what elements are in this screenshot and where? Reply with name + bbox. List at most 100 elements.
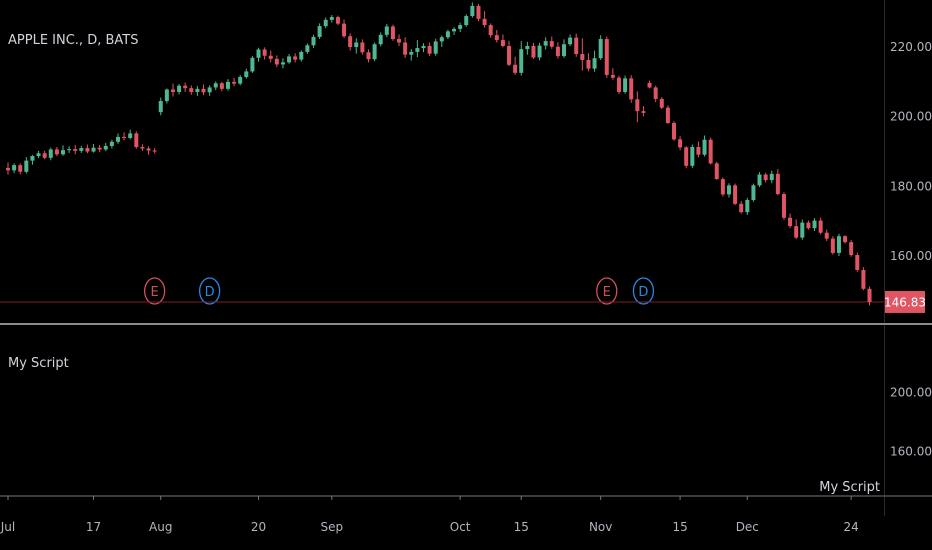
candle bbox=[439, 35, 444, 48]
candle-body bbox=[470, 5, 475, 17]
candle bbox=[543, 37, 548, 50]
candle bbox=[445, 29, 450, 40]
candle-body bbox=[12, 165, 17, 171]
candle-body bbox=[268, 55, 273, 59]
candle bbox=[329, 14, 334, 23]
candle bbox=[751, 183, 756, 202]
candle-body bbox=[763, 174, 768, 181]
candle-body bbox=[427, 45, 432, 54]
candle bbox=[415, 40, 420, 58]
candle-body bbox=[177, 85, 182, 92]
candle-body bbox=[67, 149, 72, 151]
candle bbox=[629, 75, 634, 103]
candle bbox=[311, 34, 316, 48]
indicator-title[interactable]: My Script bbox=[8, 356, 69, 371]
candle-body bbox=[818, 220, 823, 233]
candle bbox=[250, 56, 255, 73]
candle-body bbox=[170, 89, 175, 92]
candle-body bbox=[507, 45, 512, 65]
candle-body bbox=[238, 76, 243, 84]
candle bbox=[537, 42, 542, 61]
last-price-badge-bg bbox=[885, 290, 925, 313]
price-tick-label: 200.00 bbox=[890, 110, 932, 124]
candle-body bbox=[824, 232, 829, 239]
dividend-marker[interactable]: D bbox=[632, 277, 655, 305]
candle bbox=[836, 233, 841, 257]
candle bbox=[366, 49, 371, 63]
candle-body bbox=[360, 42, 365, 53]
candle-body bbox=[671, 122, 676, 140]
candle bbox=[830, 236, 835, 255]
time-tick-label: 15 bbox=[514, 520, 529, 534]
candle-body bbox=[494, 35, 499, 41]
candle-body bbox=[684, 147, 689, 166]
candle-body bbox=[733, 185, 738, 204]
candle bbox=[317, 23, 322, 40]
main-pane[interactable]: E D E D APPLE INC., D, BATS bbox=[0, 2, 884, 306]
candle bbox=[812, 218, 817, 231]
candle-body bbox=[531, 45, 536, 58]
candle bbox=[671, 121, 676, 141]
candle bbox=[549, 36, 554, 49]
time-axis[interactable]: Jul 17 Aug 20 Sep Oct 15 Nov 15 Dec 24 bbox=[0, 496, 859, 534]
candle-body bbox=[653, 87, 658, 99]
candle bbox=[702, 135, 707, 157]
candle bbox=[299, 50, 304, 62]
candle bbox=[592, 50, 597, 72]
symbol-title[interactable]: APPLE INC., D, BATS bbox=[8, 33, 138, 48]
candle-body bbox=[476, 5, 481, 19]
candle-body bbox=[488, 25, 493, 36]
candle bbox=[720, 177, 725, 197]
candle bbox=[641, 106, 646, 117]
candle-body bbox=[152, 150, 157, 152]
candle-body bbox=[720, 179, 725, 195]
candle-body bbox=[500, 40, 505, 46]
candle bbox=[464, 14, 469, 27]
candle-body bbox=[659, 98, 664, 108]
dividend-marker[interactable]: D bbox=[198, 277, 221, 305]
earnings-marker[interactable]: E bbox=[143, 277, 166, 305]
candle bbox=[397, 34, 402, 46]
candle-body bbox=[390, 26, 395, 40]
candle-body bbox=[702, 139, 707, 155]
candle bbox=[788, 213, 793, 229]
candle-body bbox=[788, 217, 793, 227]
candle bbox=[207, 85, 212, 96]
candle-body bbox=[623, 78, 628, 92]
candle bbox=[684, 145, 689, 169]
candle bbox=[714, 161, 719, 180]
candle-body bbox=[250, 57, 255, 72]
candle-body bbox=[678, 139, 683, 148]
candle-body bbox=[354, 42, 359, 48]
candle-body bbox=[244, 71, 249, 77]
time-tick-label: 24 bbox=[844, 520, 859, 534]
candle-body bbox=[757, 174, 762, 186]
candle bbox=[513, 56, 518, 75]
candle bbox=[6, 162, 10, 175]
candle-body bbox=[568, 37, 573, 45]
candle bbox=[42, 150, 47, 160]
candle bbox=[824, 229, 829, 242]
earnings-marker[interactable]: E bbox=[596, 277, 618, 305]
candle bbox=[794, 219, 799, 239]
candle-body bbox=[183, 85, 188, 89]
candle bbox=[781, 192, 786, 220]
candle-body bbox=[311, 36, 316, 46]
candle-body bbox=[421, 45, 426, 49]
candle-body bbox=[849, 242, 854, 256]
candle-body bbox=[696, 147, 701, 155]
candle bbox=[580, 38, 585, 71]
candle-body bbox=[85, 148, 90, 152]
candle-body bbox=[415, 48, 420, 52]
candle-body bbox=[305, 45, 310, 52]
indicator-pane[interactable]: My Script 200.0000 160.0000 My Script bbox=[8, 356, 932, 495]
time-tick-label: Nov bbox=[589, 520, 612, 534]
candle bbox=[390, 24, 395, 41]
indicator-axis-ticks: 200.0000 160.0000 bbox=[890, 386, 932, 459]
candle bbox=[488, 23, 493, 38]
candle-body bbox=[140, 147, 145, 149]
candle-body bbox=[262, 49, 267, 56]
price-axis[interactable]: 220.00 200.00 180.00 160.00 146.83 bbox=[884, 0, 932, 516]
candle-body bbox=[97, 147, 102, 150]
